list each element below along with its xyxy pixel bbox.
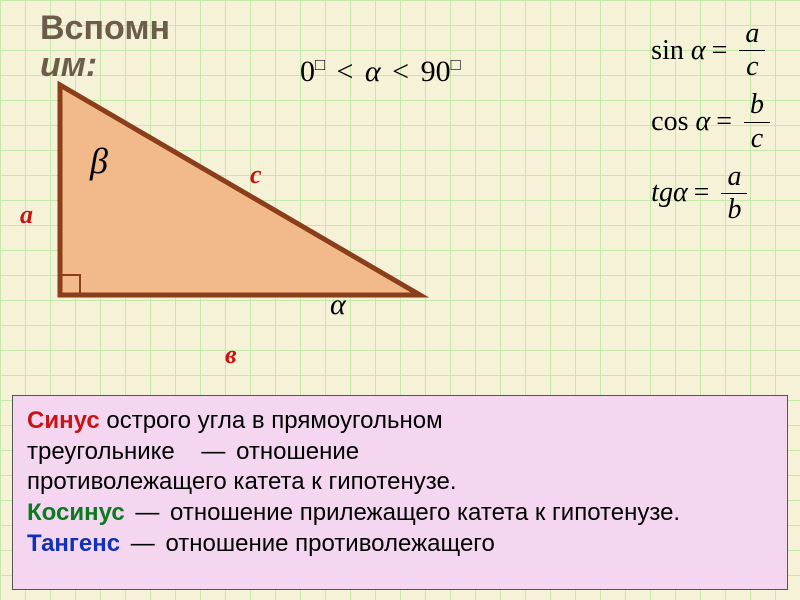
def-tan-dash: — (131, 530, 155, 557)
triangle-diagram (40, 75, 440, 315)
range-lhs-sup: □ (315, 55, 325, 74)
sin-arg: α (691, 35, 706, 67)
def-sin-rest3: отношение (236, 438, 359, 465)
sin-num: a (739, 18, 765, 51)
def-sin-rest2: треугольнике (27, 438, 175, 465)
cos-eq: = (716, 106, 732, 138)
def-cos-rest: отношение прилежащего катета к гипотенуз… (170, 499, 680, 526)
def-sin-term: Синус (27, 407, 100, 434)
def-sin-line2: треугольнике — отношение (27, 437, 773, 468)
formula-sin: sin α = a c (651, 18, 770, 83)
range-lt1: < (336, 55, 353, 88)
angle-range: 0□ < α < 90□ (300, 55, 461, 89)
cos-den: c (745, 123, 769, 155)
tan-num: a (721, 161, 747, 194)
sin-eq: = (712, 35, 728, 67)
def-sin-rest4: противолежащего катета к гипотенузе. (27, 468, 457, 495)
sin-fn: sin (651, 35, 684, 67)
formula-tan: tgα = a b (651, 161, 770, 226)
def-sin-line3: противолежащего катета к гипотенузе. (27, 467, 773, 498)
label-a: а (20, 200, 33, 230)
def-sin-rest1: острого угла в прямоугольном (100, 407, 443, 434)
label-c: с (250, 160, 262, 190)
cos-num: b (744, 89, 770, 122)
cos-frac: b c (744, 89, 770, 154)
label-b: в (225, 340, 237, 370)
formula-block: sin α = a c cos α = b c tgα = a b (651, 18, 770, 232)
cos-fn: cos (651, 106, 688, 138)
range-lhs-base: 0 (300, 55, 315, 88)
range-mid: α (365, 55, 381, 88)
definition-box: Синус острого угла в прямоугольном треуг… (12, 395, 788, 590)
title-line1: Вспомн (40, 9, 170, 47)
range-rhs-base: 90 (421, 55, 451, 88)
label-alpha: α (330, 288, 346, 322)
tan-eq: = (694, 177, 710, 209)
def-cos-term: Косинус (27, 499, 125, 526)
range-lt2: < (392, 55, 409, 88)
tan-frac: a b (721, 161, 747, 226)
def-sin-line1: Синус острого угла в прямоугольном (27, 406, 773, 437)
def-cos-line: Косинус — отношение прилежащего катета к… (27, 498, 773, 529)
cos-arg: α (696, 106, 711, 138)
def-cos-dash: — (135, 499, 159, 526)
tan-den: b (721, 194, 747, 226)
tan-fn: tg (651, 177, 673, 209)
label-beta: β (90, 140, 108, 182)
formula-cos: cos α = b c (651, 89, 770, 154)
range-rhs-sup: □ (451, 55, 461, 74)
def-tan-rest: отношение противолежащего (165, 530, 494, 557)
def-sin-dash: — (201, 438, 225, 465)
tan-arg: α (673, 177, 688, 209)
page-title: Вспомн им: (40, 10, 170, 85)
sin-den: c (740, 51, 764, 83)
sin-frac: a c (739, 18, 765, 83)
def-tan-term: Тангенс (27, 530, 120, 557)
def-tan-line: Тангенс — отношение противолежащего (27, 529, 773, 560)
triangle-shape (60, 85, 420, 295)
